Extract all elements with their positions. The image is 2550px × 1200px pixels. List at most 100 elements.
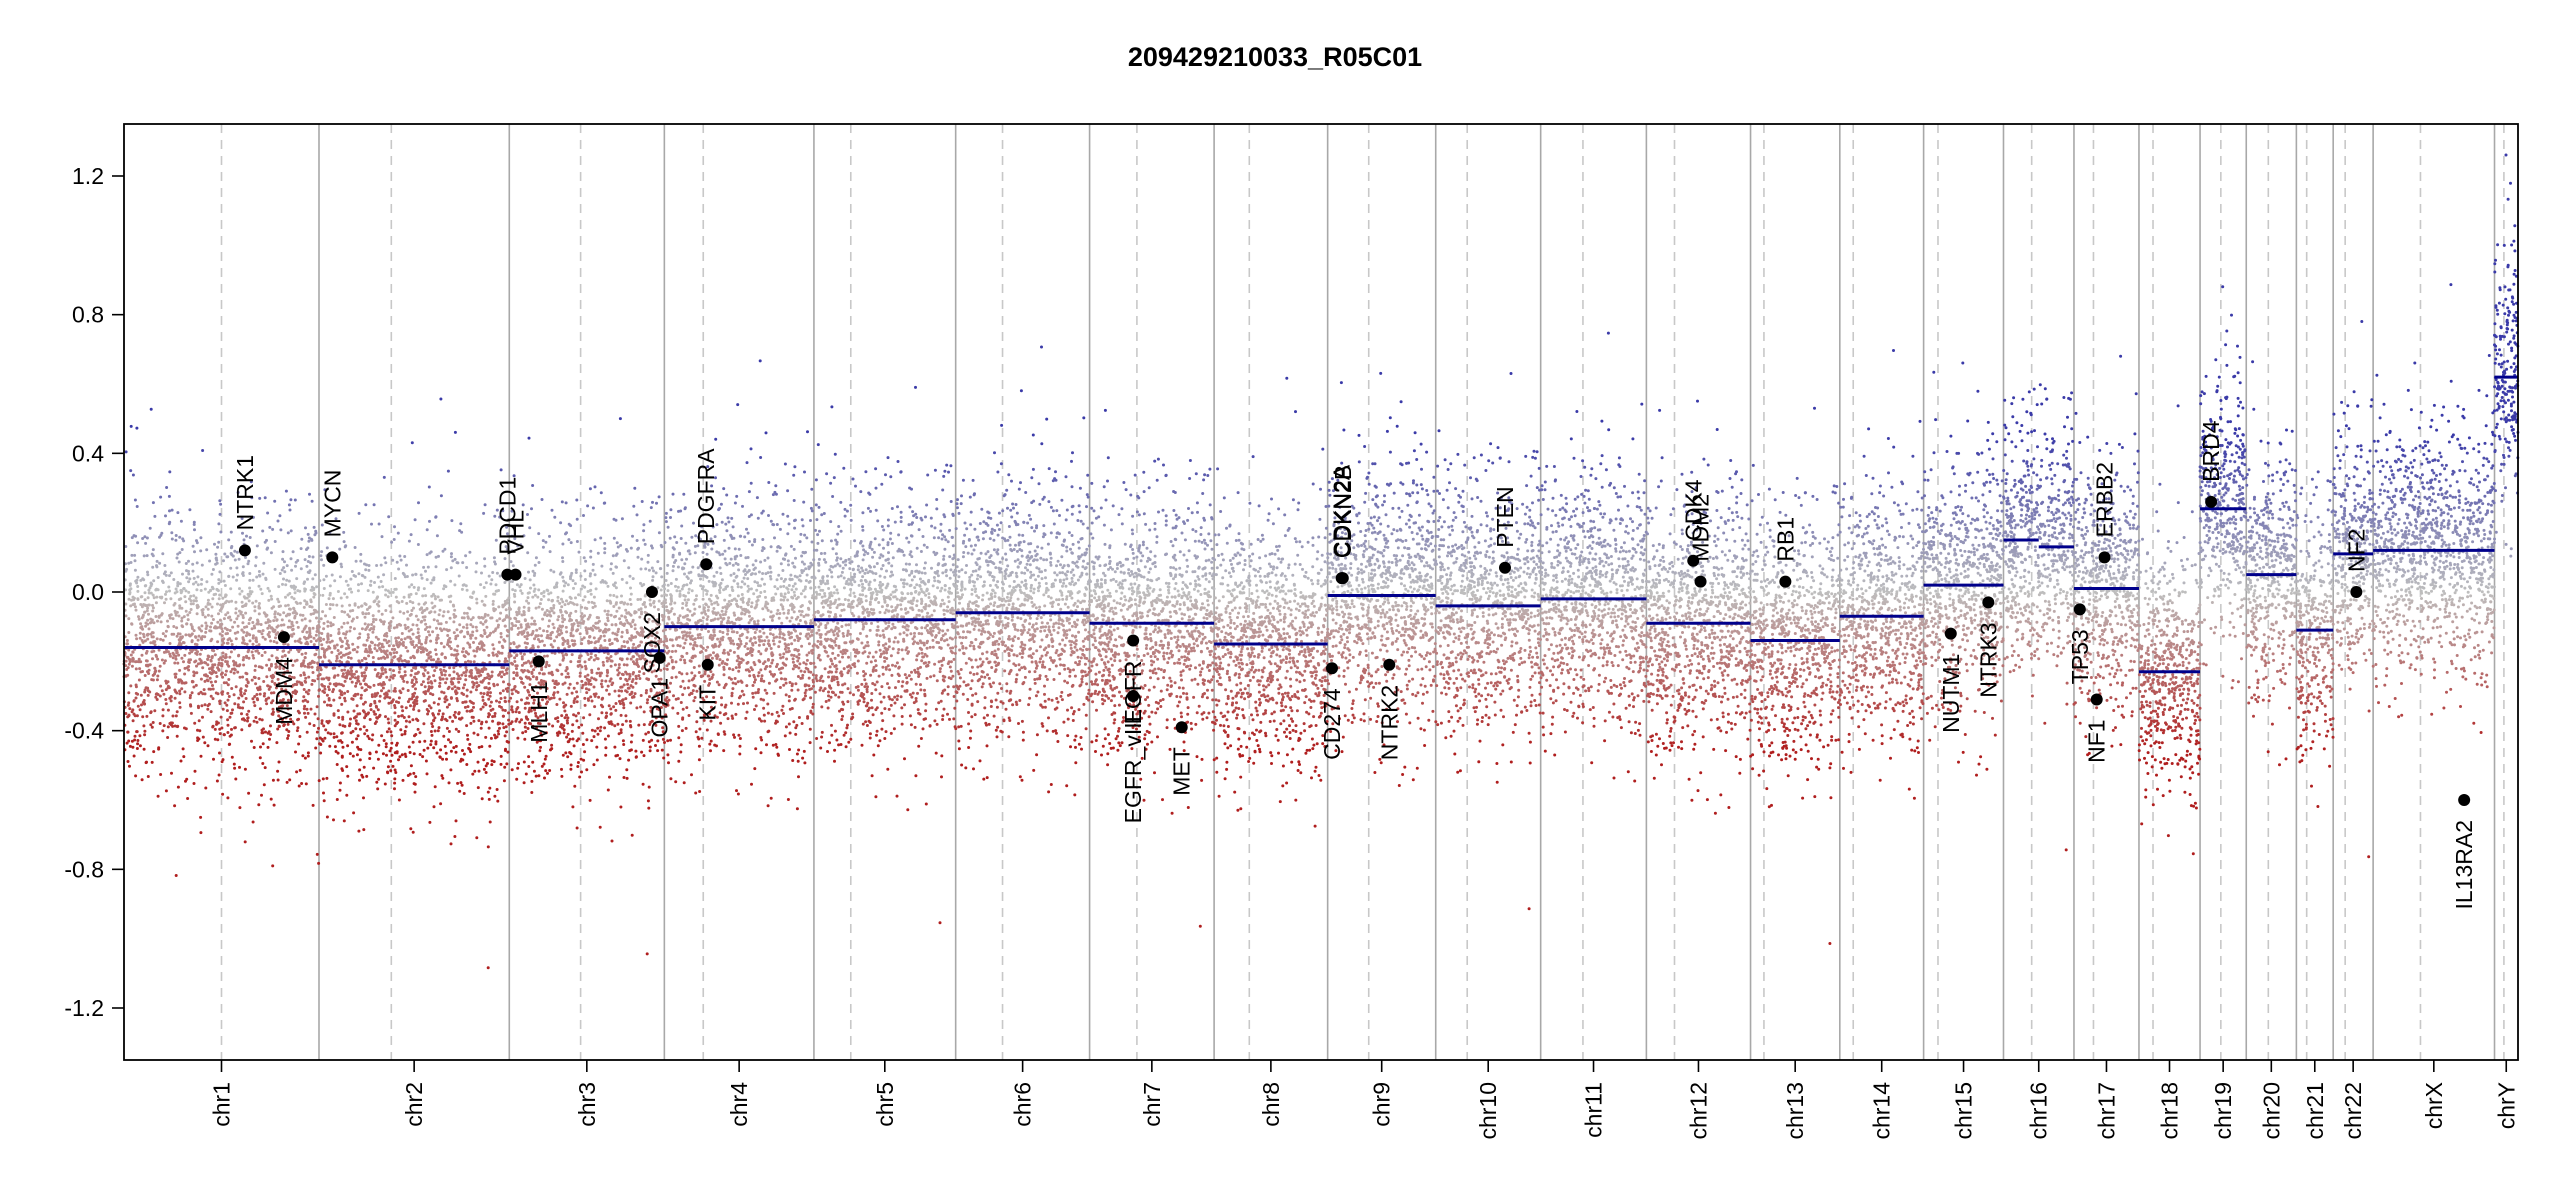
probe-point (642, 523, 646, 527)
probe-point (133, 734, 137, 738)
probe-point (265, 675, 269, 679)
probe-point (583, 595, 587, 599)
probe-point (659, 543, 663, 547)
probe-point (590, 676, 594, 680)
probe-point (571, 723, 575, 727)
probe-point (314, 529, 318, 533)
probe-point (171, 714, 175, 718)
probe-point (672, 612, 676, 616)
probe-point (224, 673, 227, 677)
probe-point (503, 581, 507, 584)
probe-point (453, 557, 457, 561)
probe-point (350, 740, 354, 744)
probe-point (187, 660, 191, 664)
probe-point (428, 519, 431, 523)
probe-point (349, 672, 352, 676)
probe-point (215, 675, 219, 678)
probe-point (193, 721, 197, 725)
probe-point (454, 727, 458, 731)
probe-point (257, 622, 260, 626)
probe-point (471, 616, 475, 620)
probe-point (328, 682, 332, 686)
probe-point (170, 537, 174, 541)
probe-point (219, 656, 223, 660)
probe-point (407, 595, 411, 599)
probe-point (266, 745, 270, 749)
probe-point (365, 608, 369, 611)
probe-point (384, 561, 388, 565)
probe-point (506, 686, 510, 690)
probe-point (465, 588, 469, 592)
probe-point (351, 754, 355, 758)
probe-point (264, 699, 268, 702)
probe-point (449, 768, 453, 772)
probe-point (479, 583, 483, 587)
probe-point (447, 738, 450, 742)
probe-point (453, 685, 457, 689)
probe-point (612, 705, 616, 709)
probe-point (212, 669, 216, 673)
probe-point (468, 550, 472, 554)
probe-point (131, 659, 135, 663)
probe-point (486, 762, 489, 765)
probe-point (491, 715, 495, 719)
probe-point (208, 676, 212, 680)
probe-point (317, 625, 321, 629)
probe-point (178, 689, 182, 693)
probe-point (326, 703, 329, 707)
probe-point (628, 574, 632, 578)
probe-point (454, 744, 458, 748)
probe-point (366, 734, 370, 738)
probe-point (426, 671, 430, 675)
probe-point (507, 718, 511, 722)
probe-point (171, 617, 175, 621)
probe-point (294, 564, 297, 568)
probe-point (449, 749, 453, 753)
probe-point (248, 639, 252, 643)
probe-point (350, 669, 353, 673)
probe-point (400, 600, 404, 603)
probe-point (580, 770, 583, 774)
probe-point (332, 732, 336, 736)
probe-point (495, 788, 499, 791)
probe-point (141, 670, 144, 673)
probe-point (250, 627, 254, 631)
probe-point (583, 578, 587, 581)
probe-point (233, 702, 237, 706)
probe-point (241, 706, 245, 710)
probe-point (377, 715, 381, 719)
probe-point (611, 681, 615, 685)
probe-point (533, 563, 537, 567)
probe-point (596, 551, 600, 555)
probe-point (568, 751, 572, 754)
probe-point (322, 799, 326, 803)
probe-point (622, 624, 626, 627)
probe-point (142, 724, 146, 728)
probe-point (494, 583, 498, 587)
probe-point (625, 672, 629, 676)
probe-point (376, 671, 380, 675)
probe-point (156, 794, 160, 798)
probe-point (718, 566, 722, 570)
probe-point (457, 680, 461, 684)
probe-point (561, 575, 565, 579)
probe-point (368, 704, 372, 708)
probe-point (393, 689, 397, 693)
probe-point (360, 574, 364, 577)
probe-point (515, 717, 519, 721)
probe-point (187, 580, 191, 584)
probe-point (345, 793, 349, 797)
probe-point (613, 689, 617, 693)
probe-point (148, 621, 152, 625)
probe-point (604, 679, 608, 683)
probe-point (484, 720, 488, 724)
probe-point (367, 564, 371, 567)
probe-point (371, 656, 375, 659)
probe-point (498, 574, 502, 578)
probe-point (263, 637, 267, 641)
probe-point (204, 673, 208, 677)
probe-point (488, 820, 492, 824)
probe-point (131, 650, 135, 654)
probe-point (140, 653, 144, 657)
probe-point (515, 645, 519, 649)
